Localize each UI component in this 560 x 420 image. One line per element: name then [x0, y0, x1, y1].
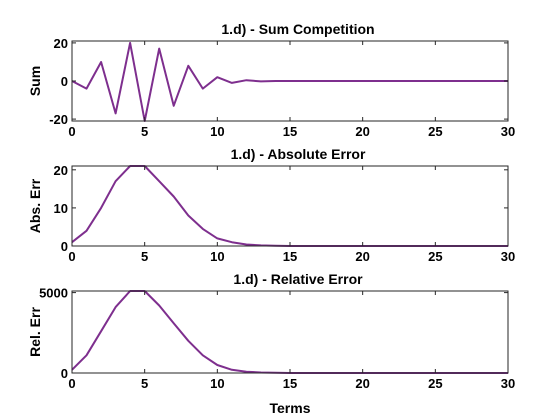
y-tick-label: 20 [54, 36, 68, 51]
plot-title: 1.d) - Relative Error [233, 271, 363, 287]
y-tick-label: 0 [61, 74, 68, 89]
x-tick-label: 30 [501, 249, 515, 264]
x-tick-label: 15 [283, 124, 297, 139]
plot-title: 1.d) - Absolute Error [231, 146, 366, 162]
y-axis-label: Abs. Err [27, 178, 43, 233]
series-line [71, 41, 508, 122]
x-tick-label: 25 [428, 376, 442, 391]
subplot-3: 1.d) - Relative Error 0 5 10 15 20 25 30 0 5000 Re… [27, 271, 515, 416]
x-tick-label: 0 [68, 249, 75, 264]
y-tick-label: 10 [54, 201, 68, 216]
y-tick-label: -20 [49, 112, 68, 127]
y-tick-label: 20 [54, 163, 68, 178]
x-tick-label: 30 [501, 376, 515, 391]
x-tick-label: 30 [501, 124, 515, 139]
x-tick-label: 15 [283, 249, 297, 264]
series-line [71, 290, 508, 374]
x-axis-label: Terms [270, 400, 311, 416]
x-tick-label: 0 [68, 124, 75, 139]
y-axis-label: Sum [27, 66, 43, 96]
x-tick-label: 5 [141, 249, 148, 264]
x-tick-label: 10 [210, 249, 224, 264]
x-tick-label: 10 [210, 376, 224, 391]
axes-box [71, 165, 509, 247]
series-line [71, 165, 508, 247]
plot-title: 1.d) - Sum Competition [221, 21, 374, 37]
axes-box [71, 290, 509, 374]
x-tick-label: 25 [428, 249, 442, 264]
x-tick-label: 10 [210, 124, 224, 139]
y-tick-label: 0 [61, 239, 68, 254]
y-tick-label: 0 [61, 366, 68, 381]
x-tick-label: 5 [141, 124, 148, 139]
x-tick-label: 15 [283, 376, 297, 391]
x-tick-label: 20 [355, 376, 369, 391]
x-tick-label: 20 [355, 124, 369, 139]
y-tick-label: 5000 [39, 286, 68, 301]
x-tick-label: 5 [141, 376, 148, 391]
x-tick-label: 20 [355, 249, 369, 264]
x-tick-label: 25 [428, 124, 442, 139]
subplot-2: 1.d) - Absolute Error 0 5 10 15 20 25 30 0 10 20 Ab… [27, 146, 515, 264]
y-axis-label: Rel. Err [27, 307, 43, 357]
x-tick-label: 0 [68, 376, 75, 391]
